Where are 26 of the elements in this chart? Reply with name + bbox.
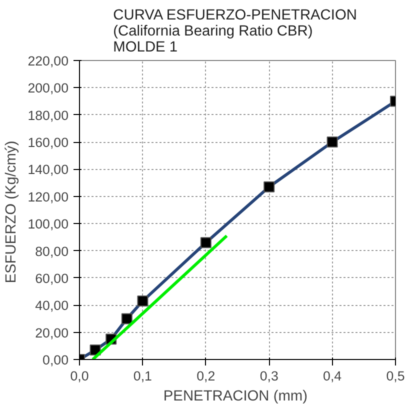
point xyxy=(121,313,132,324)
y-tick-label: 80,00 xyxy=(35,244,69,259)
y-tick-label: 200,00 xyxy=(28,80,68,96)
x-tick-label: 0,0 xyxy=(70,368,89,384)
y-axis-title: ESFUERZO (Kg/cmý) xyxy=(4,140,20,284)
y-tick-label: 60,00 xyxy=(35,270,69,286)
y-tick-label: 140,00 xyxy=(28,162,68,178)
x-tick-label: 0,2 xyxy=(196,368,216,384)
y-tick-label: 40,00 xyxy=(35,298,69,314)
x-axis-title: PENETRACION (mm) xyxy=(163,388,308,404)
point xyxy=(137,296,148,307)
y-tick-label: 180,00 xyxy=(28,108,68,123)
y-tick-label: 160,00 xyxy=(28,135,68,150)
y-tick-label: 20,00 xyxy=(35,325,69,340)
x-tick-label: 0,3 xyxy=(260,368,278,384)
chart-title: CURVA ESFUERZO-PENETRACION (California Bearing Ratio CBR) MOLDE 1 xyxy=(113,8,357,56)
y-tick-label: 120,00 xyxy=(28,189,68,204)
y-tick-label: 0,00 xyxy=(42,352,69,368)
point xyxy=(326,136,338,148)
point xyxy=(200,237,212,248)
y-tick-label: 220,00 xyxy=(28,54,68,68)
x-tick-label: 0,4 xyxy=(323,368,342,384)
x-tick-label: 0,1 xyxy=(133,368,152,384)
x-tick-label: 0,5 xyxy=(386,368,405,384)
point xyxy=(264,181,275,192)
y-tick-label: 100,00 xyxy=(28,216,68,232)
